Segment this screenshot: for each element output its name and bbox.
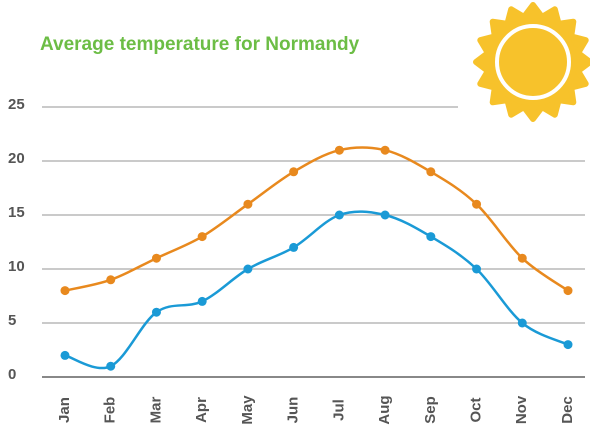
data-point [472, 199, 482, 209]
data-point [60, 350, 70, 360]
x-tick-label: Jun [285, 397, 302, 424]
x-tick-label: Feb [102, 397, 119, 424]
data-point [563, 286, 573, 296]
y-tick-label: 15 [8, 204, 25, 221]
data-point [151, 307, 161, 317]
y-tick-label: 20 [8, 150, 25, 167]
data-point [334, 145, 344, 155]
data-point [380, 145, 390, 155]
data-point [380, 210, 390, 220]
x-tick-label: Dec [559, 396, 576, 424]
x-tick-label: Nov [513, 395, 530, 424]
chart-title: Average temperature for Normandy [40, 34, 360, 55]
data-point [472, 264, 482, 274]
y-tick-label: 5 [8, 312, 16, 329]
y-tick-label: 25 [8, 96, 25, 113]
data-point [106, 361, 116, 371]
x-tick-label: Oct [468, 397, 485, 422]
data-point [60, 286, 70, 296]
x-tick-label: Mar [147, 397, 164, 424]
x-tick-label: Aug [376, 395, 393, 424]
data-point [289, 167, 299, 177]
data-point [151, 253, 161, 263]
data-point [517, 253, 527, 263]
data-point [334, 210, 344, 220]
sun-icon [473, 2, 590, 122]
x-tick-label: Sep [422, 396, 439, 424]
data-point [106, 275, 116, 285]
y-tick-label: 0 [8, 366, 16, 383]
y-tick-label: 10 [8, 258, 25, 275]
x-tick-label: May [239, 395, 256, 425]
line-series [64, 210, 569, 370]
x-tick-label: Jul [330, 399, 347, 421]
data-point [243, 199, 253, 209]
data-point [197, 232, 207, 242]
data-point [197, 296, 207, 306]
data-point [517, 318, 527, 328]
data-point [426, 232, 436, 242]
data-point [426, 167, 436, 177]
data-point [243, 264, 253, 274]
data-point [563, 340, 573, 350]
data-point [289, 242, 299, 252]
x-tick-label: Jan [56, 397, 73, 423]
x-tick-label: Apr [193, 397, 210, 423]
